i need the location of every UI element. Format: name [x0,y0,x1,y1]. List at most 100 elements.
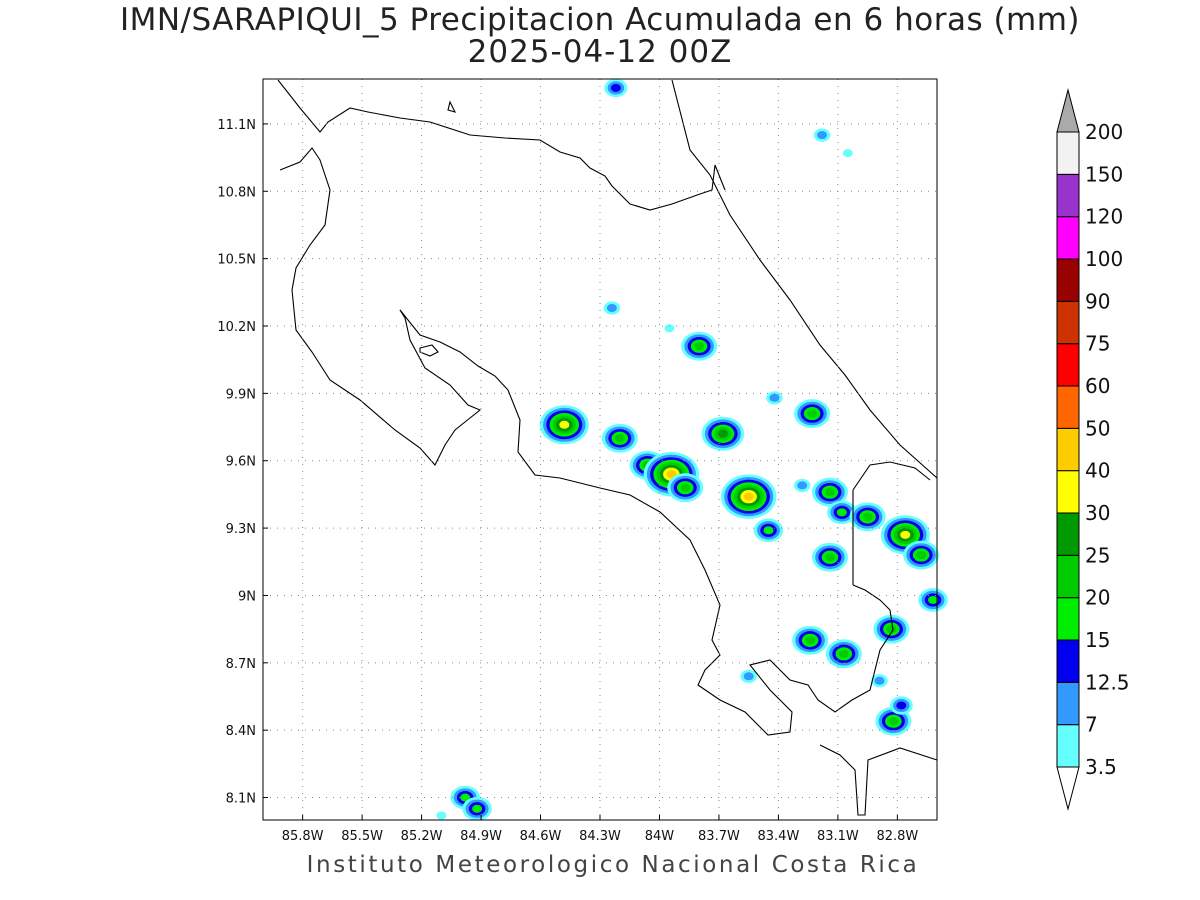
colorbar-label: 120 [1085,205,1123,229]
colorbar-label: 20 [1085,586,1110,610]
precip-contour [888,717,899,726]
precip-cell [753,518,784,543]
precip-cell [873,614,910,644]
precip-cell [539,405,589,445]
y-tick-label: 10.2N [217,320,256,335]
precip-contour [769,393,780,402]
precip-contour [436,811,447,820]
y-tick-label: 11.1N [217,118,256,133]
colorbar-label: 75 [1085,332,1110,356]
map-frame [262,78,938,821]
precip-contour [862,512,873,521]
pacific-coastline [277,79,726,211]
y-tick-label: 8.7N [226,657,256,672]
x-tick-label: 83.7W [698,829,740,844]
precip-cell [604,78,628,98]
precip-cell [842,149,853,158]
nicoya-coastline [279,147,482,466]
map-subtitle: 2025-04-12 00Z [467,34,733,70]
precip-cell [794,399,831,428]
precip-contour [807,409,818,418]
colorbar-swatch [1056,427,1080,472]
precip-contour [743,492,754,501]
x-tick-label: 84W [645,829,675,844]
precip-cell [849,502,886,532]
graticule [263,79,937,820]
precip-cell [667,473,704,503]
x-tick-label: 83.1W [817,829,859,844]
x-tick-label: 83.4W [758,829,800,844]
precip-contour [824,488,835,497]
precip-contour [916,551,927,560]
precip-cell [889,696,913,715]
precip-contour [817,131,828,140]
precip-contour [842,149,853,158]
precip-cell [811,477,848,507]
y-tick-label: 9.6N [226,455,256,470]
precip-cell [903,540,940,570]
precip-cell [827,500,857,525]
osa-coastline [819,744,938,816]
colorbar-swatch [1056,681,1080,726]
colorbar-label: 100 [1085,247,1123,271]
y-tick-label: 8.1N [226,792,256,807]
colorbar-label: 40 [1085,459,1110,483]
colorbar-swatch [1056,554,1080,599]
precip-contour [928,595,939,604]
precip-cell [871,674,888,688]
colorbar: 3.5 7 12.5 15 20 25 30 40 50 60 75 90 100 120 150 200 [1056,88,1130,811]
colorbar-label: 200 [1085,120,1123,144]
precip-cell [875,706,912,736]
y-tick-label: 9.3N [226,522,256,537]
x-tick-label: 84.3W [579,829,621,844]
precipitation-layer [436,78,948,821]
precip-cell [811,542,848,572]
precip-contour [460,793,471,802]
caribbean-coastline [671,79,938,479]
axis-layer: 85.8W 85.5W 85.2W 84.9W 84.6W 84.3W 84W 83.7W 83… [217,118,918,844]
precip-cell [918,588,948,612]
precip-contour [610,83,621,92]
precip-contour [606,304,617,313]
y-tick-label: 8.4N [226,724,256,739]
colorbar-label: 25 [1085,543,1110,567]
precip-cell [436,811,447,820]
precip-cell [720,474,777,519]
colorbar-swatch [1056,300,1080,345]
colorbar-swatch [1056,385,1080,429]
precip-cell [740,669,757,683]
colorbar-swatch [1056,173,1080,218]
y-tick-label: 10.5N [217,253,256,268]
precip-cell [813,128,831,142]
precip-contour [664,324,675,333]
map-title: IMN/SARAPIQUI_5 Precipitacion Acumulada … [119,2,1081,38]
precip-cell [681,331,718,361]
colorbar-label: 90 [1085,289,1110,313]
footer-credit: Instituto Meteorologico Nacional Costa R… [306,852,920,878]
precip-contour [614,434,625,443]
precip-cell [664,324,675,333]
y-tick-label: 9.9N [226,387,256,402]
precip-contour [874,676,885,685]
precip-contour [886,625,897,634]
colorbar-label: 15 [1085,628,1110,652]
colorbar-swatch [1056,216,1080,260]
precip-cell [601,423,638,453]
precip-contour [896,701,907,710]
island-outline [447,100,457,113]
colorbar-swatch [1056,258,1080,302]
precip-contour [824,553,835,562]
colorbar-label: 3.5 [1085,755,1117,779]
x-tick-label: 82.8W [876,829,918,844]
colorbar-label: 150 [1085,162,1123,186]
precip-cell [793,478,811,493]
colorbar-label: 7 [1085,713,1098,737]
precip-contour [805,636,816,645]
precip-cell [603,301,621,315]
colorbar-under-arrow [1056,766,1080,811]
y-tick-label: 10.8N [217,185,256,200]
precip-cell [462,796,492,821]
precip-contour [717,429,728,438]
lake-outline [419,344,439,357]
